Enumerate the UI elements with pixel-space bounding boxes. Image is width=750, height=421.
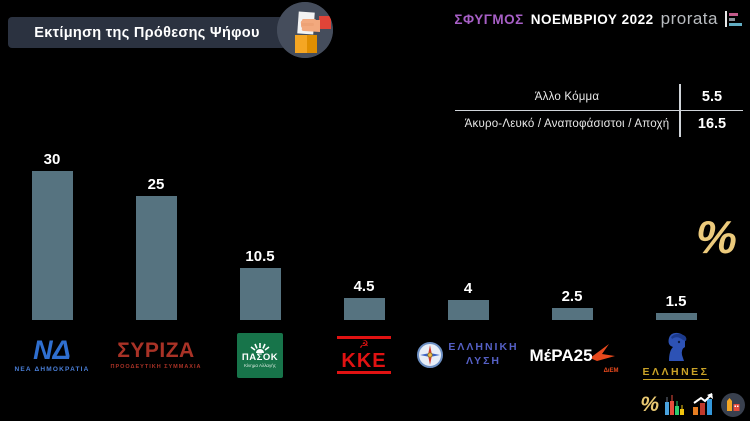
warrior-icon	[668, 332, 687, 361]
bar-value-label: 1.5	[665, 293, 687, 310]
page-title-box: Εκτίμηση της Πρόθεσης Ψήφου	[8, 17, 286, 48]
logo-ellines: ΕΛΛΗΝΕΣ	[624, 322, 728, 388]
summary-table: Άλλο Κόμμα 5.5 Άκυρο-Λευκό / Αναποφάσιστ…	[455, 84, 743, 137]
kke-logo-box: ☭ ΚΚΕ	[337, 335, 391, 375]
prorata-logo-mark-icon	[725, 11, 742, 27]
ballot-vote-icon	[277, 2, 333, 58]
survey-name: ΣΦΥΓΜΟΣ	[454, 11, 524, 27]
nd-logo-caption: ΝΕΑ ΔΗΜΟΚΡΑΤΙΑ	[14, 366, 90, 373]
ballot-hand-icon	[277, 2, 333, 58]
bar-column-syriza: 25	[104, 150, 208, 320]
pasok-logo-text: ΠΑΣΟΚ	[241, 351, 279, 363]
syriza-logo-caption: ΠΡΟΟΔΕΥΤΙΚΗ ΣΥΜΜΑΧΙΑ	[110, 364, 202, 370]
elliniki-lysi-text-2: ΛΥΣΗ	[466, 355, 501, 367]
mera25-logo-caption: ΔιΕΜ	[603, 368, 619, 374]
compass-icon	[417, 342, 444, 368]
pasok-logo-caption: Κίνημα Αλλαγής	[244, 363, 276, 369]
stats-badge-icon	[721, 393, 745, 417]
other-party-label: Άλλο Κόμμα	[534, 91, 600, 103]
bar-value-label: 30	[43, 151, 61, 168]
bar-column-pasok: 10.5	[208, 150, 312, 320]
other-party-value: 5.5	[679, 84, 743, 110]
mera25-logo-text: ΜέΡΑ25	[529, 345, 593, 365]
page-title: Εκτίμηση της Πρόθεσης Ψήφου	[34, 24, 260, 41]
table-row: Άκυρο-Λευκό / Αναποφάσιστοι / Αποχή 16.5	[455, 111, 743, 137]
bar-column-nd: 30	[0, 150, 104, 320]
sun-icon	[250, 342, 270, 353]
brand-header: ΣΦΥΓΜΟΣ ΝΟΕΜΒΡΙΟΥ 2022 prorata	[454, 9, 742, 29]
mera25-logo-box: ΜέΡΑ25 ΔιΕΜ	[529, 344, 619, 374]
trend-chart-icon	[693, 393, 713, 415]
ellines-logo-text: ΕΛΛΗΝΕΣ	[642, 365, 710, 380]
percent-symbol: %	[696, 211, 737, 263]
brand-name: prorata	[660, 9, 718, 28]
bar-column-elliniki-lysi: 4	[416, 150, 520, 320]
table-row: Άλλο Κόμμα 5.5	[455, 84, 743, 111]
bar-column-kke: 4.5	[312, 150, 416, 320]
bar-nd	[31, 171, 73, 320]
bar-value-label: 25	[147, 176, 165, 193]
bar-value-label: 2.5	[561, 288, 583, 305]
party-logos: ΝΔ ΝΕΑ ΔΗΜΟΚΡΑΤΙΑ ΣΥΡΙΖΑ ΠΡΟΟΔΕΥΤΙΚΗ ΣΥΜ…	[0, 322, 728, 388]
bar-pasok	[239, 268, 281, 320]
hammer-sickle-icon: ☭	[359, 338, 369, 351]
bar-syriza	[135, 196, 177, 320]
logo-syriza: ΣΥΡΙΖΑ ΠΡΟΟΔΕΥΤΙΚΗ ΣΥΜΜΑΧΙΑ	[104, 322, 208, 388]
ellines-logo-box: ΕΛΛΗΝΕΣ	[642, 331, 710, 380]
kke-logo-text: ΚΚΕ	[341, 350, 387, 373]
bar-ellines	[655, 313, 697, 320]
bar-kke	[343, 298, 385, 320]
swallow-icon	[589, 344, 615, 361]
logo-mera25: ΜέΡΑ25 ΔιΕΜ	[520, 322, 624, 388]
undecided-value: 16.5	[679, 111, 743, 137]
bar-column-mera25: 2.5	[520, 150, 624, 320]
nd-logo-text: ΝΔ	[33, 335, 71, 365]
survey-period: ΝΟΕΜΒΡΙΟΥ 2022	[530, 11, 654, 27]
footer-icons: %	[640, 392, 746, 418]
bar-elliniki-lysi	[447, 300, 489, 320]
logo-elliniki-lysi: ΕΛΛΗΝΙΚΗ ΛΥΣΗ	[416, 322, 520, 388]
elliniki-lysi-text-1: ΕΛΛΗΝΙΚΗ	[448, 341, 519, 354]
logo-nea-dimokratia: ΝΔ ΝΕΑ ΔΗΜΟΚΡΑΤΙΑ	[0, 322, 104, 388]
bar-value-label: 4.5	[353, 278, 375, 295]
bar-column-ellines: 1.5	[624, 150, 728, 320]
percent-icon: %	[640, 393, 659, 416]
undecided-label: Άκυρο-Λευκό / Αναποφάσιστοι / Αποχή	[464, 118, 670, 130]
bar-value-label: 10.5	[245, 248, 275, 265]
pasok-logo-box: ΠΑΣΟΚ Κίνημα Αλλαγής	[237, 332, 283, 378]
bar-chart-icon	[665, 395, 684, 415]
logo-kke: ☭ ΚΚΕ	[312, 322, 416, 388]
bar-chart: 30 25 10.5 4.5 4 2.5 1.5	[0, 150, 728, 320]
bar-mera25	[551, 308, 593, 320]
syriza-logo-text: ΣΥΡΙΖΑ	[117, 339, 195, 362]
bar-value-label: 4	[463, 280, 473, 297]
logo-pasok: ΠΑΣΟΚ Κίνημα Αλλαγής	[208, 322, 312, 388]
